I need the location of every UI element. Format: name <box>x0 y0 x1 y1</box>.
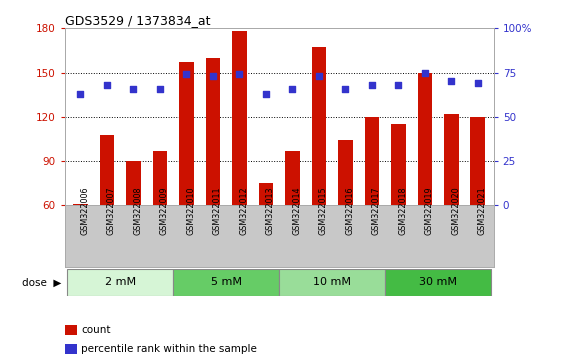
FancyBboxPatch shape <box>173 269 279 296</box>
Text: count: count <box>81 325 111 335</box>
Point <box>208 73 217 79</box>
Bar <box>285 151 300 205</box>
Text: 2 mM: 2 mM <box>104 277 136 287</box>
Bar <box>365 117 379 205</box>
Text: GSM322011: GSM322011 <box>213 186 222 235</box>
Point <box>103 82 112 88</box>
Text: GSM322012: GSM322012 <box>240 186 249 235</box>
Bar <box>73 204 88 205</box>
Text: GSM322018: GSM322018 <box>398 186 407 235</box>
Text: 30 mM: 30 mM <box>419 277 457 287</box>
Text: 5 mM: 5 mM <box>210 277 242 287</box>
FancyBboxPatch shape <box>279 269 385 296</box>
Text: GSM322010: GSM322010 <box>186 186 195 235</box>
Point <box>76 91 85 97</box>
Point <box>261 91 270 97</box>
Text: GSM322009: GSM322009 <box>160 186 169 235</box>
Point <box>155 86 164 91</box>
Text: GDS3529 / 1373834_at: GDS3529 / 1373834_at <box>65 14 210 27</box>
Bar <box>338 141 353 205</box>
Point <box>447 79 456 84</box>
Point <box>394 82 403 88</box>
Bar <box>179 62 194 205</box>
Text: GSM322014: GSM322014 <box>292 186 301 235</box>
Point <box>129 86 138 91</box>
Text: GSM322008: GSM322008 <box>134 186 142 235</box>
Text: GSM322021: GSM322021 <box>478 186 487 235</box>
Text: GSM322017: GSM322017 <box>372 186 381 235</box>
Text: GSM322006: GSM322006 <box>80 186 89 235</box>
Point <box>341 86 350 91</box>
FancyBboxPatch shape <box>385 269 491 296</box>
Point <box>473 80 482 86</box>
Point <box>367 82 376 88</box>
Bar <box>126 161 141 205</box>
Point <box>182 72 191 77</box>
Text: GSM322016: GSM322016 <box>346 186 355 235</box>
Bar <box>471 117 485 205</box>
Bar <box>311 47 326 205</box>
Bar <box>232 31 247 205</box>
Point <box>420 70 429 75</box>
Bar <box>205 58 220 205</box>
Bar <box>391 124 406 205</box>
Text: GSM322013: GSM322013 <box>266 186 275 235</box>
Bar <box>153 151 167 205</box>
Text: GSM322019: GSM322019 <box>425 186 434 235</box>
FancyBboxPatch shape <box>67 269 173 296</box>
Text: GSM322015: GSM322015 <box>319 186 328 235</box>
Point <box>314 73 323 79</box>
Text: dose  ▶: dose ▶ <box>22 277 62 287</box>
Text: percentile rank within the sample: percentile rank within the sample <box>81 344 257 354</box>
Point <box>288 86 297 91</box>
Text: 10 mM: 10 mM <box>313 277 351 287</box>
Text: GSM322007: GSM322007 <box>107 186 116 235</box>
Bar <box>444 114 458 205</box>
Text: GSM322020: GSM322020 <box>451 186 460 235</box>
Point <box>235 72 244 77</box>
Bar <box>259 183 273 205</box>
Bar <box>417 73 432 205</box>
Bar <box>100 135 114 205</box>
